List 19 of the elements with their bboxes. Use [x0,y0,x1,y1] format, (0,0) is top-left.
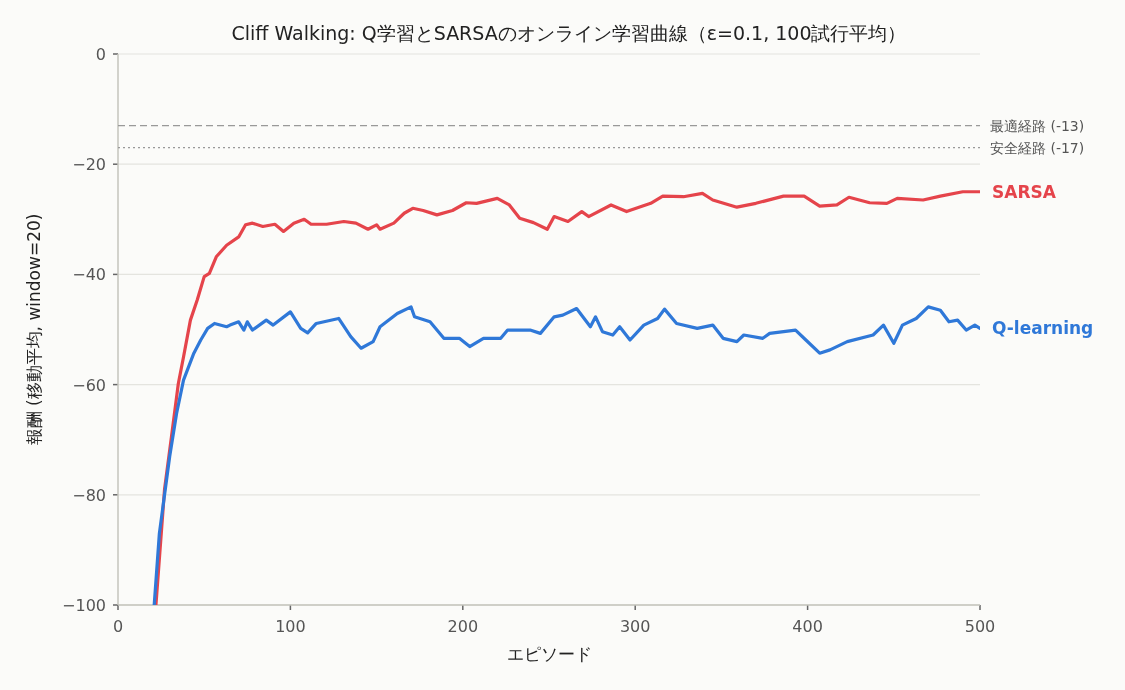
x-tick-label: 0 [112,617,124,636]
x-tick-label: 500 [964,617,996,636]
series-label: SARSA [992,181,1057,202]
x-tick-label: 100 [275,617,306,636]
y-tick-label: −100 [62,596,106,615]
y-tick-label: 0 [95,45,106,64]
x-tick-label: 300 [619,617,651,636]
x-axis-title: エピソード [506,644,592,664]
ref-line-label: 安全経路 (-17) [990,139,1085,156]
x-tick-label: 200 [447,617,479,636]
y-axis-title: 報酬 (移動平均, window=20) [24,213,44,446]
series-label: Q-learning [992,318,1094,339]
y-tick-label: −80 [72,485,106,505]
y-tick-label: −60 [72,375,106,395]
y-tick-label: −20 [72,155,106,175]
x-tick-label: 400 [792,617,823,636]
ref-line-label: 最適経路 (-13) [990,117,1085,134]
y-tick-label: −40 [72,265,106,285]
chart-title: Cliff Walking: Q学習とSARSAのオンライン学習曲線（ε=0.1, 100試行平均） [231,22,907,44]
